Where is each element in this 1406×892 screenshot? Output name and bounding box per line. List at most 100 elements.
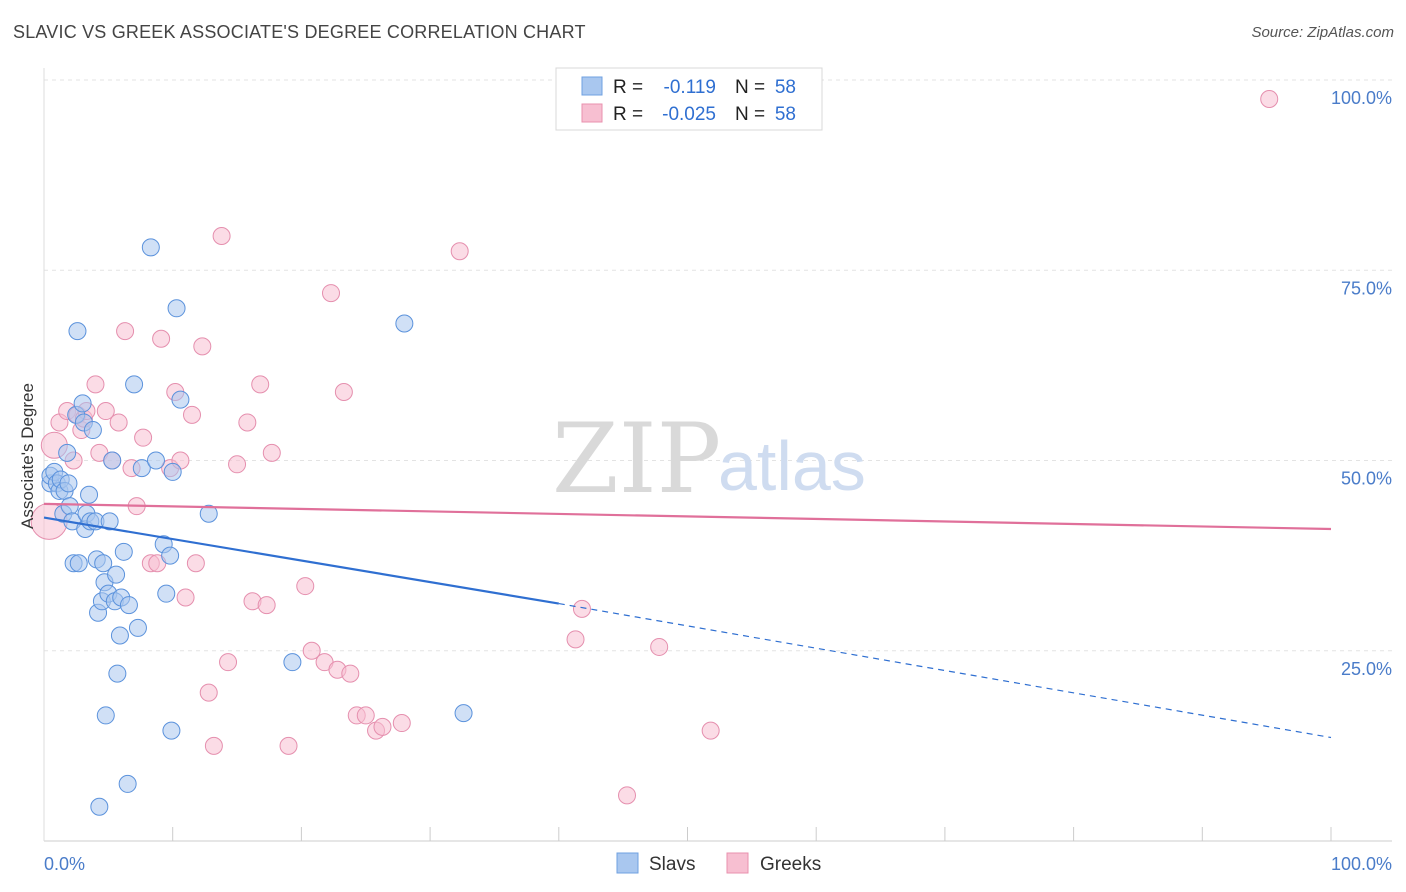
greeks-point <box>279 736 298 755</box>
legend-swatch-slavs <box>581 76 603 96</box>
greeks-point <box>296 577 315 596</box>
gridlines <box>44 79 1392 652</box>
slavs-point <box>108 664 127 683</box>
chart-title: SLAVIC VS GREEK ASSOCIATE'S DEGREE CORRE… <box>13 22 586 42</box>
legend-n-value-greeks: 58 <box>775 104 796 125</box>
slavs-point <box>395 314 414 333</box>
greeks-point <box>176 588 195 607</box>
series-legend-label-slavs: Slavs <box>649 854 695 875</box>
series-legend-swatch-greeks <box>726 852 749 874</box>
greeks-point <box>152 329 171 348</box>
greeks-point <box>116 322 135 341</box>
trend-line-slavs <box>43 516 559 605</box>
slavs-point <box>83 421 102 440</box>
slavs-point <box>157 584 176 603</box>
greeks-point <box>373 717 392 736</box>
trend-line-greeks <box>43 502 1332 531</box>
watermark-atlas: atlas <box>718 427 866 505</box>
slavs-point <box>58 443 77 462</box>
trend-lines <box>43 502 1332 739</box>
slavs-point <box>60 497 79 516</box>
greeks-point <box>86 375 105 394</box>
greeks-point <box>96 402 115 421</box>
x-tick-label-max: 100.0% <box>1331 854 1392 874</box>
greeks-point <box>238 413 257 432</box>
y-tick-label-75: 75.0% <box>1341 278 1392 298</box>
greeks-point <box>219 653 238 672</box>
legend-n-label-greeks: N = <box>735 104 765 125</box>
slavs-point <box>132 459 151 478</box>
slavs-point <box>125 375 144 394</box>
greeks-point <box>701 721 720 740</box>
legend-n-value-slavs: 58 <box>775 77 796 98</box>
legend-swatch-greeks <box>581 103 603 123</box>
greeks-point <box>109 413 128 432</box>
x-tick-label-min: 0.0% <box>44 854 85 874</box>
x-axis-ticks <box>172 827 1332 841</box>
greeks-point <box>1260 90 1279 109</box>
y-tick-labels: 100.0% 75.0% 50.0% 25.0% <box>1331 88 1392 679</box>
slavs-point <box>80 485 99 504</box>
greeks-point <box>134 428 153 447</box>
greeks-point <box>450 242 469 261</box>
greeks-point <box>228 455 247 474</box>
y-axis-label: Associate's Degree <box>18 383 37 529</box>
slavs-point <box>146 451 165 470</box>
stats-legend: R = -0.119 N = 58 R = -0.025 N = 58 <box>555 67 823 131</box>
slavs-point <box>103 451 122 470</box>
source-label: Source: ZipAtlas.com <box>1251 24 1394 41</box>
slavs-point <box>161 546 180 565</box>
trend-line-slavs-extension <box>558 602 1332 739</box>
greeks-point <box>650 637 669 656</box>
greeks-point <box>356 706 375 725</box>
slavs-point <box>100 512 119 531</box>
greeks-point <box>262 443 281 462</box>
slavs-point <box>163 462 182 481</box>
slavs-point <box>73 394 92 413</box>
legend-r-value-slavs: -0.119 <box>664 77 716 98</box>
series-legend-label-greeks: Greeks <box>760 854 821 875</box>
legend-n-label-slavs: N = <box>735 77 765 98</box>
greeks-point <box>572 599 591 618</box>
slavs-point <box>199 504 218 523</box>
slavs-point <box>283 653 302 672</box>
greeks-point <box>204 736 223 755</box>
y-tick-label-25: 25.0% <box>1341 659 1392 679</box>
y-tick-label-50: 50.0% <box>1341 469 1392 489</box>
greeks-point <box>251 375 270 394</box>
greeks-point <box>193 337 212 356</box>
slavs-point <box>107 565 126 584</box>
series-legend-swatch-slavs <box>616 852 639 874</box>
y-tick-label-100: 100.0% <box>1331 88 1392 108</box>
greeks-point <box>183 405 202 424</box>
slavs-point <box>94 554 113 573</box>
greeks-point <box>566 630 585 649</box>
slavs-point <box>454 704 473 723</box>
slavs-point <box>90 797 109 816</box>
slavs-point <box>128 618 147 637</box>
greeks-point <box>618 786 637 805</box>
greeks-point <box>212 227 231 246</box>
slavs-point <box>162 721 181 740</box>
slavs-point <box>96 706 115 725</box>
greeks-point <box>341 664 360 683</box>
legend-r-value-greeks: -0.025 <box>662 104 716 125</box>
greeks-point <box>186 554 205 573</box>
greeks-point <box>334 383 353 402</box>
slavs-point <box>68 322 87 341</box>
slavs-point <box>114 542 133 561</box>
watermark-zip: ZIP <box>552 403 721 515</box>
slavs-point <box>59 474 78 493</box>
legend-r-label-slavs: R = <box>613 77 643 98</box>
slavs-point <box>118 774 137 793</box>
greeks-point <box>322 284 341 303</box>
greeks-point <box>257 596 276 615</box>
legend-r-label-greeks: R = <box>613 104 643 125</box>
series-legend: Slavs Greeks <box>616 852 821 875</box>
greeks-point <box>392 714 411 733</box>
greeks-point <box>199 683 218 702</box>
greeks-point <box>302 641 321 660</box>
slavs-point <box>171 390 190 409</box>
slavs-point <box>110 626 129 645</box>
